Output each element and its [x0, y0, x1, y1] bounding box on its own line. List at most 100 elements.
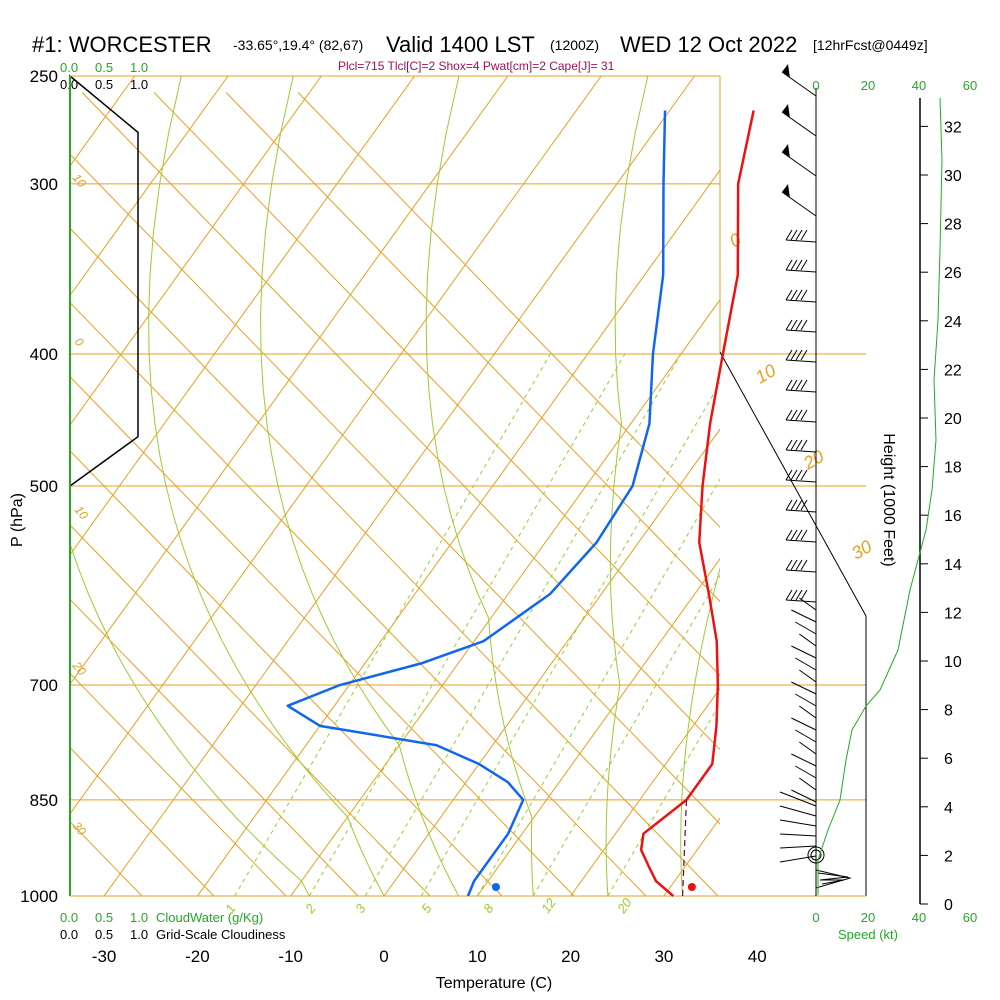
cloud-scale-bottom-black-2: 1.0: [130, 927, 148, 942]
wind-barb: [795, 657, 817, 671]
wind-barb-feather: [800, 499, 808, 511]
wind-barb: [785, 329, 817, 333]
wind-barb: [779, 791, 817, 807]
height-tick-label: 2: [944, 848, 953, 865]
height-tick-label: 6: [944, 751, 953, 768]
mixing-ratio-label: 3: [352, 901, 369, 916]
wind-barb-feather: [785, 439, 793, 451]
wind-barb: [795, 765, 817, 779]
wind-barb: [785, 479, 817, 483]
pressure-tick-label: 850: [30, 791, 58, 810]
wind-barb-feather: [800, 289, 808, 301]
wind-barb-feather: [795, 499, 803, 511]
wind-barb: [785, 569, 817, 573]
mixing-ratio-line: [308, 353, 626, 896]
wind-barb-feather: [795, 349, 803, 361]
wind-barb-feather: [790, 499, 798, 511]
wind-barb-feather: [785, 529, 793, 541]
mixing-ratio-label: 12: [538, 895, 559, 916]
surface-temperature-point: [687, 883, 696, 891]
wind-barb-feather: [800, 379, 808, 391]
cloud-scale-bottom-green-1: 0.5: [95, 910, 113, 925]
isotherm-line: [570, 687, 720, 896]
mixing-ratio-line: [476, 478, 720, 896]
wind-barb: [785, 359, 817, 363]
height-tick-label: 0: [944, 897, 953, 914]
pressure-tick-label: 500: [30, 477, 58, 496]
mixing-ratio-label: 2: [302, 901, 319, 917]
wind-barb: [799, 633, 817, 647]
wind-barb: [785, 509, 817, 513]
height-tick-label: 30: [944, 168, 962, 185]
height-tick-label: 24: [944, 314, 962, 331]
wind-barb: [799, 741, 817, 755]
cloud-scale-top-green-1: 0.5: [95, 60, 113, 75]
valid-time: Valid 1400 LST: [386, 32, 535, 57]
dewpoint-line: [286, 110, 667, 897]
mixing-ratio-line: [420, 382, 720, 896]
dry-adiabat-line: [70, 301, 647, 896]
wind-barb-feather: [795, 469, 803, 481]
wind-barb-feather: [785, 229, 793, 241]
params-line: Plcl=715 Tlcl[C]=2 Shox=4 Pwat[cm]=2 Cap…: [338, 59, 615, 73]
wind-barb: [785, 299, 817, 303]
cloud-scale-top-green-0: 0.0: [60, 60, 78, 75]
wind-barb-feather: [790, 469, 798, 481]
wind-barb-feather: [785, 289, 793, 301]
wind-barb: [799, 669, 817, 683]
wind-barb-pennant: [782, 104, 790, 118]
speed-axis-label: Speed (kt): [838, 927, 898, 942]
wind-barb: [779, 805, 817, 817]
height-tick-label: 10: [944, 654, 962, 671]
series-layer: [286, 110, 755, 897]
wind-barb-feather: [800, 559, 808, 571]
temperature-line: [639, 110, 755, 897]
pressure-ticks: 250 300 400 500 700 850 1000: [20, 67, 58, 906]
wind-barb-feather: [785, 319, 793, 331]
height-tick-label: 16: [944, 508, 962, 525]
height-tick-label: 14: [944, 557, 962, 574]
wind-barb: [817, 872, 849, 885]
mixing-ratio-line: [234, 353, 551, 896]
mixing-ratio-line: [532, 574, 720, 896]
wind-barb-feather: [800, 409, 808, 421]
wind-barb-feather: [790, 589, 798, 601]
temperature-tick-label: 40: [748, 947, 767, 966]
cloud-scale-bottom-black-1: 0.5: [95, 927, 113, 942]
wind-barb: [785, 539, 817, 543]
wind-barb-feather: [795, 529, 803, 541]
temperature-tick-label: -20: [185, 947, 210, 966]
wind-barb-pennant: [782, 184, 790, 198]
wind-barb: [779, 855, 817, 863]
wind-barb-feather: [800, 259, 808, 271]
wind-barb: [779, 845, 817, 849]
pressure-tick-label: 400: [30, 345, 58, 364]
wind-barb-feather: [785, 259, 793, 271]
height-tick-label: 32: [944, 119, 962, 136]
cloudwater-label: CloudWater (g/Kg): [156, 910, 263, 925]
wind-barb: [791, 789, 817, 803]
wind-barb-feather: [790, 559, 798, 571]
wind-barb: [791, 681, 817, 695]
pressure-tick-label: 1000: [20, 887, 58, 906]
wind-barb-feather: [790, 289, 798, 301]
wind-barb: [791, 645, 817, 659]
wind-barb-feather: [795, 379, 803, 391]
wind-barb: [795, 729, 817, 743]
isotherm-line: [70, 75, 229, 297]
wind-barb: [791, 753, 817, 767]
cloud-scale-top-black-2: 1.0: [130, 77, 148, 92]
isotherm-line: [851, 76, 1000, 896]
wind-barb-feather: [785, 499, 793, 511]
wind-barb-feather: [785, 589, 793, 601]
height-tick-label: 8: [944, 703, 953, 720]
terrain-outline: [719, 351, 867, 896]
wind-barb-feather: [795, 559, 803, 571]
mixing-ratio-label: 8: [480, 901, 497, 916]
cloud-scale-top-black-1: 0.5: [95, 77, 113, 92]
wind-barb-feather: [790, 409, 798, 421]
speed-bottom-tick-2: 40: [912, 910, 926, 925]
cloud-scale-bottom-black-0: 0.0: [60, 927, 78, 942]
